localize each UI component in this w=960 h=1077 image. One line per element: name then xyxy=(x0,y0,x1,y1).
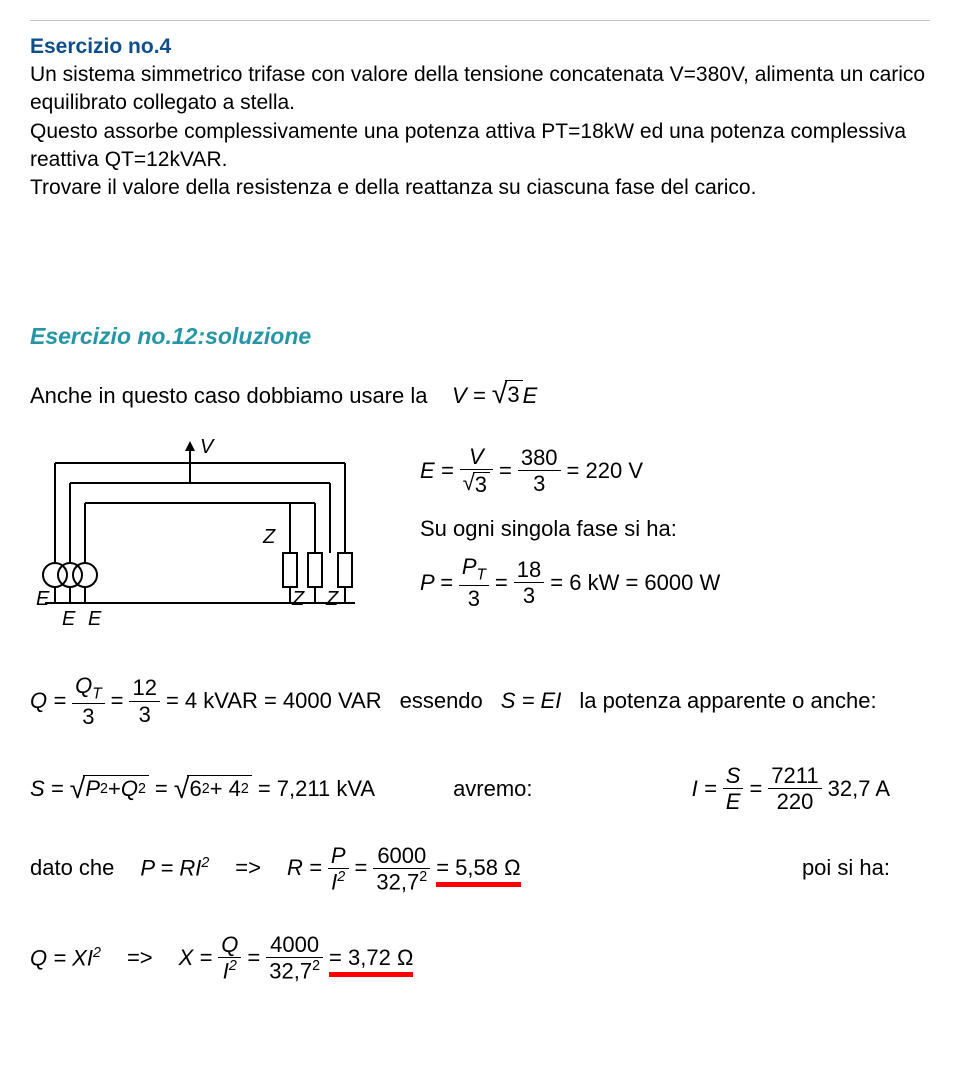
R-frac-2: 6000 32,72 xyxy=(373,844,430,894)
P-f1-num: PT xyxy=(459,555,489,586)
Q-f2-num: 12 xyxy=(129,676,159,701)
E-lhs: E = xyxy=(420,454,454,487)
X-result: = 3,72 Ω xyxy=(329,945,413,971)
I-f-den-l: E xyxy=(723,789,744,813)
R-eq1: P = RI2 xyxy=(140,855,209,881)
lead-eq-lhs: V = xyxy=(452,383,486,408)
I-f-num: 7211 xyxy=(768,764,821,789)
circuit-Z-label-3: Z xyxy=(325,588,339,610)
eq-P: P = PT 3 = 18 3 = 6 kW = 6000 W xyxy=(420,555,930,610)
E-frac-1: V √3 xyxy=(460,445,493,496)
eq-column: E = V √3 = 380 3 = 220 V Su ogni singola… xyxy=(380,445,930,626)
X-f1-num: Q xyxy=(218,933,241,958)
E-f2-num: 380 xyxy=(518,446,561,471)
circuit-Z-label-1: Z xyxy=(262,526,276,548)
R-f1-den: I2 xyxy=(328,869,349,893)
lead-eq-rhs: E xyxy=(523,383,538,408)
R-pre: dato che xyxy=(30,855,114,881)
Q-frac-1: QT 3 xyxy=(72,674,105,729)
lead-line: Anche in questo caso dobbiamo usare la V… xyxy=(30,380,930,409)
eq-Q-line: Q = QT 3 = 12 3 = 4 kVAR = 4000 VAR esse… xyxy=(30,674,930,729)
R-lhs: R = xyxy=(287,855,322,881)
circuit-E-label-2: E xyxy=(62,608,76,630)
Q-f2-den: 3 xyxy=(129,702,159,726)
X-frac-1: Q I2 xyxy=(218,933,241,983)
problem-line-1: Un sistema simmetrico trifase con valore… xyxy=(30,63,925,114)
Q-result: = 4 kVAR = 4000 VAR xyxy=(166,688,382,714)
Q-f1-num: QT xyxy=(72,674,105,705)
circuit-E-label-1: E xyxy=(36,588,50,610)
I-frac-sym: S E xyxy=(723,764,744,813)
eq-R-line: dato che P = RI2 => R = P I2 = 6000 32,7… xyxy=(30,844,930,894)
lead-sqrt: √ 3 xyxy=(492,380,523,409)
S-result: = 7,211 kVA xyxy=(258,776,375,802)
P-f2-den: 3 xyxy=(514,583,544,607)
S-aside: avremo: xyxy=(453,776,532,802)
S-sqrt-1: √ P2 + Q2 xyxy=(70,775,149,804)
R-aside: poi si ha: xyxy=(802,855,930,881)
Q-lhs: Q = xyxy=(30,688,66,714)
eq-X-line: Q = XI2 => X = Q I2 = 4000 32,72 = 3,72 … xyxy=(30,933,930,983)
solution-title: Esercizio no.12:soluzione xyxy=(30,323,930,350)
lead-text: Anche in questo caso dobbiamo usare la xyxy=(30,383,427,408)
E-result: = 220 V xyxy=(567,454,643,487)
P-lhs: P = xyxy=(420,566,453,599)
page: Esercizio no.4 Un sistema simmetrico tri… xyxy=(0,0,960,1023)
eq-S-line: S = √ P2 + Q2 = √ 62 + 42 = 7,211 kVA av… xyxy=(30,764,930,813)
X-frac-2: 4000 32,72 xyxy=(266,933,323,983)
Q-aside-2: la potenza apparente o anche: xyxy=(579,688,876,714)
E-f2-den: 3 xyxy=(518,471,561,495)
I-f-den: 220 xyxy=(768,789,821,813)
I-f-num-l: S xyxy=(723,764,744,789)
P-f2-num: 18 xyxy=(514,558,544,583)
problem-text: Un sistema simmetrico trifase con valore… xyxy=(30,61,930,203)
X-f1-den: I2 xyxy=(218,958,241,982)
S-lhs: S = xyxy=(30,776,64,802)
E-f1-num: V xyxy=(460,445,493,470)
circuit-row: V Z Z Z E E E E = V √3 = 380 xyxy=(30,433,930,638)
X-arrow: => xyxy=(127,945,153,971)
X-f2-num: 4000 xyxy=(266,933,323,958)
P-frac-1: PT 3 xyxy=(459,555,489,610)
P-frac-2: 18 3 xyxy=(514,558,544,607)
problem-line-2: Questo assorbe complessivamente una pote… xyxy=(30,120,906,171)
X-lhs: X = xyxy=(179,945,213,971)
X-f2-den: 32,72 xyxy=(266,958,323,982)
phase-text: Su ogni singola fase si ha: xyxy=(420,512,930,545)
R-f2-num: 6000 xyxy=(373,844,430,869)
P-f1-den: 3 xyxy=(459,586,489,610)
Q-aside-1: essendo xyxy=(400,688,483,714)
E-f1-den: √3 xyxy=(460,470,493,496)
top-divider xyxy=(30,20,930,21)
R-arrow: => xyxy=(235,855,261,881)
X-eq1: Q = XI2 xyxy=(30,945,101,971)
Q-aside-eq: S = EI xyxy=(501,688,562,714)
R-frac-1: P I2 xyxy=(328,844,349,894)
circuit-Z-label-2: Z xyxy=(291,588,305,610)
exercise-title: Esercizio no.4 xyxy=(30,35,930,59)
lead-sqrt-body: 3 xyxy=(507,382,519,408)
circuit-diagram: V Z Z Z E E E xyxy=(30,433,380,638)
Q-f1-den: 3 xyxy=(72,704,105,728)
circuit-V-label: V xyxy=(200,436,215,458)
circuit-E-label-3: E xyxy=(88,608,102,630)
problem-line-3: Trovare il valore della resistenza e del… xyxy=(30,176,756,199)
I-result: 32,7 A xyxy=(828,776,890,802)
S-sqrt-2: √ 62 + 42 xyxy=(174,775,252,804)
eq-E: E = V √3 = 380 3 = 220 V xyxy=(420,445,930,496)
P-result: = 6 kW = 6000 W xyxy=(550,566,720,599)
I-lhs: I = xyxy=(692,776,717,802)
E-frac-2: 380 3 xyxy=(518,446,561,495)
I-frac-num: 7211 220 xyxy=(768,764,821,813)
R-f2-den: 32,72 xyxy=(373,869,430,893)
Q-frac-2: 12 3 xyxy=(129,676,159,725)
R-f1-num: P xyxy=(328,844,349,869)
R-result: = 5,58 Ω xyxy=(436,855,520,881)
